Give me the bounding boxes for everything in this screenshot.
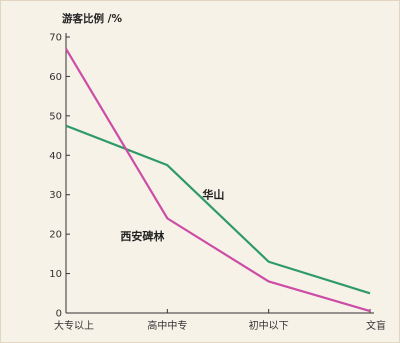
y-tick-label: 30 <box>49 190 62 201</box>
x-tick-label: 文盲 <box>366 319 386 332</box>
y-tick-label: 60 <box>49 72 62 83</box>
x-tick-label: 大专以上 <box>54 319 94 332</box>
series-label: 西安碑林 <box>120 229 164 243</box>
y-tick-label: 20 <box>49 230 62 241</box>
y-tick-label: 70 <box>49 33 62 44</box>
series-label: 华山 <box>202 188 224 202</box>
y-tick-label: 10 <box>49 269 62 280</box>
series-line <box>65 124 371 295</box>
y-tick-label: 50 <box>49 111 62 122</box>
x-tick-label: 初中以下 <box>249 319 289 332</box>
y-ticks: 0 10 20 30 40 50 60 70 <box>49 33 70 320</box>
series-line <box>65 48 371 313</box>
series-group <box>65 48 371 313</box>
x-tick-label: 高中中专 <box>147 319 187 332</box>
y-tick-label: 0 <box>56 309 62 320</box>
y-tick-label: 40 <box>49 151 62 162</box>
x-ticks: 大专以上 高中中专 初中以下 文盲 <box>54 309 386 332</box>
y-axis-label: 游客比例 /% <box>62 12 122 25</box>
